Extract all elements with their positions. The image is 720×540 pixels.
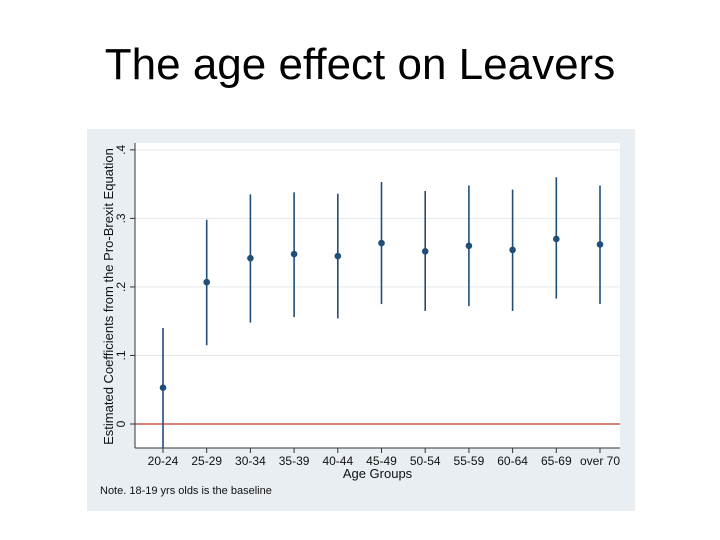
estimate-point	[290, 250, 298, 258]
plot-area	[135, 143, 620, 448]
y-tick-label: 0	[114, 420, 128, 427]
x-tick-label: 60-64	[497, 454, 528, 468]
y-tick-label: .3	[114, 213, 128, 223]
x-ticks: 20-24 25-29 30-34 35-39 40-44 45-49 50-54 55-59…	[148, 448, 620, 468]
x-tick-label: 45-49	[366, 454, 397, 468]
coefficient-chart: 0 .1 .2 .3 .4 20-24 25-29 30-34 35-39 40-44 45-49…	[101, 143, 620, 481]
y-tick-label: .1	[114, 350, 128, 360]
x-tick-label: 50-54	[410, 454, 441, 468]
y-tick-label: .4	[114, 145, 128, 155]
y-tick-label: .2	[114, 282, 128, 292]
estimate-point	[553, 235, 560, 243]
estimate-point	[421, 247, 429, 255]
x-tick-label: 30-34	[235, 454, 266, 468]
chart-note: Note. 18-19 yrs olds is the baseline	[100, 485, 272, 497]
estimate-point	[465, 242, 473, 250]
estimate-points	[159, 235, 604, 391]
x-tick-label: 35-39	[279, 454, 310, 468]
estimate-point	[378, 239, 385, 247]
estimate-point	[159, 384, 167, 391]
chart-panel: 0 .1 .2 .3 .4 20-24 25-29 30-34 35-39 40-44 45-49…	[87, 129, 635, 511]
x-tick-label: 65-69	[541, 454, 572, 468]
estimate-point	[509, 246, 516, 254]
x-tick-label: 20-24	[148, 454, 179, 468]
x-tick-label: 40-44	[322, 454, 353, 468]
estimate-point	[334, 252, 342, 260]
x-tick-label: 55-59	[454, 454, 485, 468]
estimate-point	[247, 254, 254, 262]
x-tick-label: 25-29	[191, 454, 222, 468]
estimate-point	[203, 278, 210, 286]
x-tick-label: over 70	[580, 454, 620, 468]
y-axis-label: Estimated Coefficients from the Pro-Brex…	[101, 148, 116, 445]
estimate-point	[596, 241, 604, 248]
y-ticks: 0 .1 .2 .3 .4	[114, 145, 135, 427]
x-axis-label: Age Groups	[343, 466, 413, 481]
slide-title: The age effect on Leavers	[104, 40, 616, 89]
